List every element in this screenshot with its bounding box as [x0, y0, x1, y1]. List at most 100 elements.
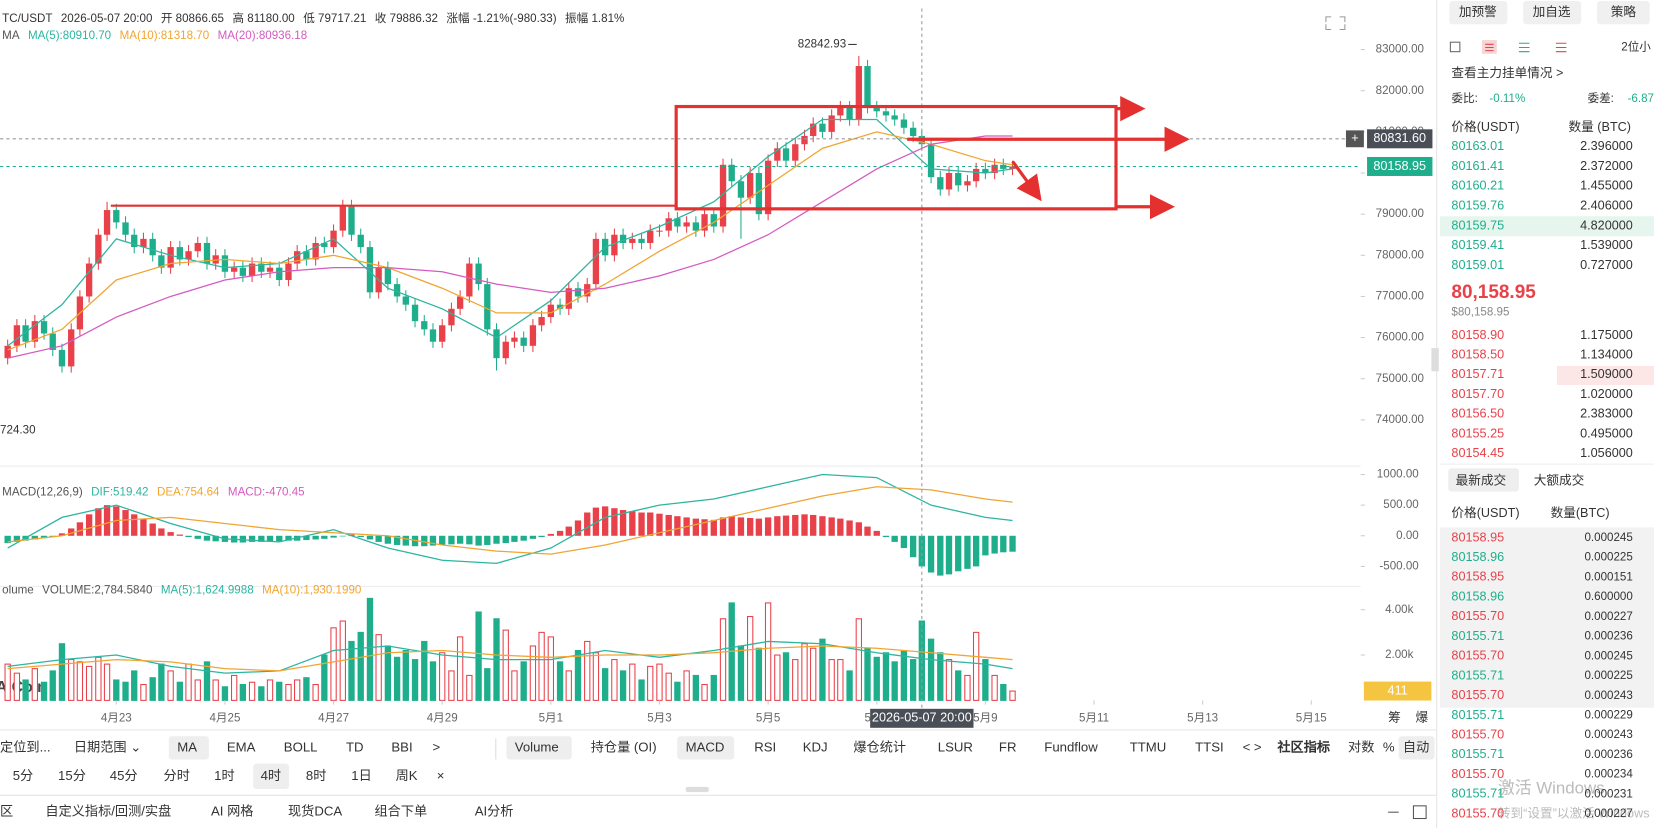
- candle-body: [448, 308, 455, 326]
- y-tick-label: 83000.00: [1376, 43, 1424, 56]
- y-tick-label: 79000.00: [1376, 207, 1424, 220]
- candle-body: [538, 317, 545, 326]
- volume-bar: [393, 656, 401, 701]
- candle-body: [719, 164, 727, 227]
- volume-bar: [601, 668, 609, 701]
- precision[interactable]: 2位小: [1621, 40, 1651, 54]
- depth-link[interactable]: 查看主力挂单情况 >: [1451, 66, 1563, 80]
- macd-bar: [185, 535, 192, 538]
- interval[interactable]: 1日: [351, 768, 372, 783]
- interval[interactable]: ×: [437, 768, 445, 783]
- volume-bar: [619, 670, 627, 701]
- macd-bar: [710, 519, 717, 536]
- toolbar-item[interactable]: < >: [1243, 739, 1262, 754]
- collapse-handle[interactable]: [1431, 348, 1439, 372]
- toolbar-item[interactable]: BBI: [391, 739, 412, 754]
- volume-bar: [891, 661, 898, 701]
- max-label: 82842.93: [798, 38, 846, 51]
- bottom-item[interactable]: 现货DCA: [288, 803, 342, 819]
- legend-entry: 收 79886.32: [375, 11, 438, 25]
- macd-bar: [375, 535, 382, 542]
- toolbar-item[interactable]: 爆仓统计: [853, 739, 906, 754]
- resize-handle[interactable]: [685, 786, 709, 793]
- toolbar-item[interactable]: LSUR: [938, 739, 973, 754]
- candle-body: [402, 296, 409, 305]
- interval[interactable]: 分时: [164, 768, 190, 783]
- toolbar-item[interactable]: MA: [177, 739, 197, 754]
- volume-bar: [456, 636, 464, 701]
- candle-body: [384, 267, 392, 285]
- book-price: 80163.01: [1451, 139, 1504, 153]
- candle-body: [203, 242, 211, 264]
- toolbar-item[interactable]: Fundflow: [1044, 739, 1098, 754]
- toolbar-item[interactable]: TTSI: [1195, 739, 1224, 754]
- toolbar-item[interactable]: MACD: [686, 739, 725, 754]
- toolbar-item[interactable]: FR: [999, 739, 1017, 754]
- bottom-item[interactable]: 区: [0, 804, 13, 819]
- maximize-icon[interactable]: [1412, 805, 1427, 820]
- book-qty: 4.820000: [1580, 218, 1633, 232]
- side-label: 筹: [1388, 710, 1401, 725]
- toolbar-item[interactable]: KDJ: [803, 739, 828, 754]
- book-price: 80159.41: [1451, 238, 1504, 252]
- bottom-item[interactable]: 自定义指标/回测/实盘: [45, 803, 171, 819]
- candle-body: [357, 234, 364, 248]
- button[interactable]: 策略: [1611, 4, 1637, 19]
- x-tick-label: 4月27: [318, 711, 349, 724]
- tab[interactable]: 最新成交: [1456, 472, 1507, 487]
- toolbar-item[interactable]: BOLL: [284, 739, 318, 754]
- candle-body: [774, 148, 781, 161]
- toolbar-item[interactable]: EMA: [227, 739, 256, 754]
- toolbar-item[interactable]: TD: [346, 739, 364, 754]
- trade-price: 80158.95: [1451, 570, 1504, 584]
- toolbar-item[interactable]: 自动: [1403, 739, 1429, 754]
- candle-body: [592, 238, 600, 285]
- bottom-item[interactable]: AI 网格: [211, 804, 253, 819]
- bottom-item[interactable]: AI分析: [475, 804, 514, 819]
- toolbar-item[interactable]: >: [433, 739, 441, 754]
- interval[interactable]: 8时: [306, 768, 327, 783]
- interval[interactable]: 4时: [261, 768, 282, 783]
- legend-entry: MACD:-470.45: [228, 486, 305, 499]
- view-icon[interactable]: [1449, 41, 1461, 53]
- interval[interactable]: 5分: [13, 768, 34, 783]
- candle-body: [900, 119, 908, 128]
- volume-current: 411: [1388, 683, 1408, 697]
- view-icon[interactable]: [1518, 42, 1530, 53]
- interval[interactable]: 1时: [214, 768, 235, 783]
- volume-bar: [429, 661, 437, 701]
- volume-bar: [212, 679, 219, 701]
- toolbar-item[interactable]: 定位到...: [0, 739, 51, 754]
- trade-qty: 0.000227: [1584, 807, 1632, 820]
- toolbar-item[interactable]: 社区指标: [1276, 738, 1330, 754]
- candle-body: [113, 210, 120, 223]
- view-icon[interactable]: [1555, 42, 1567, 53]
- bottom-item[interactable]: 组合下单: [375, 804, 428, 819]
- macd-bar: [801, 514, 808, 536]
- candle-body: [945, 173, 953, 190]
- toolbar-item[interactable]: %: [1383, 739, 1395, 754]
- interval[interactable]: 周K: [396, 768, 418, 783]
- volume-bar: [810, 647, 817, 701]
- view-icon[interactable]: [1482, 40, 1497, 54]
- button[interactable]: 加预警: [1459, 4, 1497, 19]
- toolbar-item[interactable]: RSI: [754, 739, 776, 754]
- candle-body: [4, 345, 11, 359]
- interval[interactable]: 45分: [110, 768, 138, 783]
- candle-body: [782, 148, 790, 161]
- trade-price: 80155.71: [1451, 668, 1504, 682]
- y-tick-label: 75000.00: [1376, 372, 1424, 385]
- toolbar-item[interactable]: 持仓量 (OI): [591, 739, 657, 754]
- toolbar-item[interactable]: 日期范围 ⌄: [74, 739, 141, 754]
- button[interactable]: 加自选: [1533, 5, 1571, 19]
- candle-body: [466, 263, 473, 297]
- crosshair-add[interactable]: [1345, 130, 1364, 148]
- macd-bar: [511, 535, 518, 542]
- view-icon[interactable]: [1485, 43, 1494, 52]
- fullscreen-icon[interactable]: [1325, 16, 1346, 31]
- interval[interactable]: 15分: [58, 768, 86, 783]
- tab[interactable]: 大额成交: [1534, 472, 1585, 487]
- toolbar-item[interactable]: 对数: [1348, 739, 1374, 754]
- toolbar-item[interactable]: TTMU: [1130, 739, 1167, 754]
- toolbar-item[interactable]: Volume: [515, 739, 559, 754]
